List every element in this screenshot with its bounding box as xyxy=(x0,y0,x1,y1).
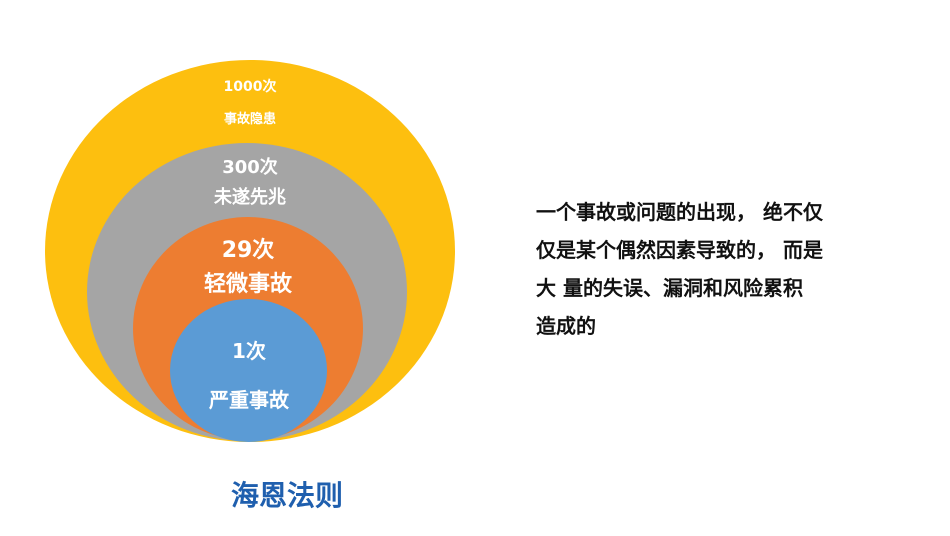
level-count-near-misses: 300次 xyxy=(222,157,278,178)
level-count-minor-accidents: 29次 xyxy=(221,238,275,263)
level-label-serious-accidents: 严重事故 xyxy=(209,388,289,412)
description-line: 仅是某个偶然因素导致的， 而是 xyxy=(536,238,823,262)
description-line: 大 量的失误、漏洞和风险累积 xyxy=(536,276,803,300)
level-label-near-misses: 未遂先兆 xyxy=(214,187,286,208)
diagram-title: 海恩法则 xyxy=(230,479,344,512)
level-circle-serious-accidents xyxy=(170,299,327,442)
description-line: 一个事故或问题的出现， 绝不仅 xyxy=(536,200,823,224)
level-label-minor-accidents: 轻微事故 xyxy=(203,272,293,297)
description-line: 造成的 xyxy=(536,314,596,338)
description-text: 一个事故或问题的出现， 绝不仅 仅是某个偶然因素导致的， 而是 大 量的失误、漏… xyxy=(536,193,896,345)
level-label-hidden-hazards: 事故隐患 xyxy=(223,112,277,127)
level-count-serious-accidents: 1次 xyxy=(232,339,266,363)
level-count-hidden-hazards: 1000次 xyxy=(223,79,277,95)
